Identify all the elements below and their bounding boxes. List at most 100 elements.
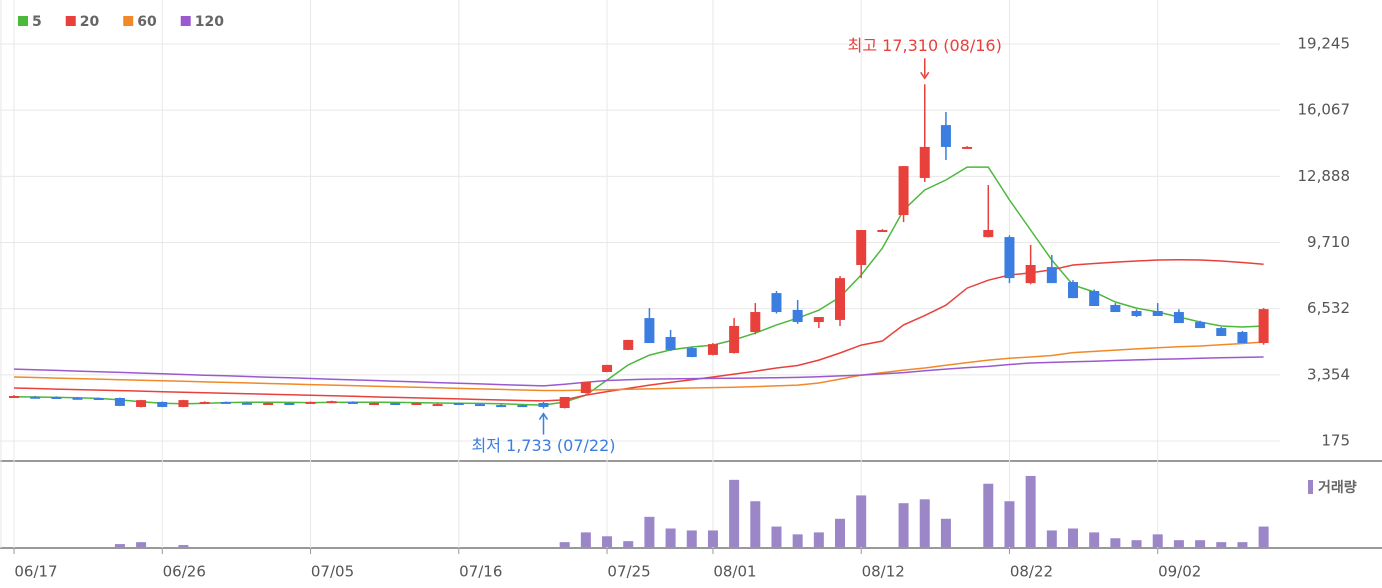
candle-body [474,404,485,407]
legend-swatch [180,16,191,26]
candle-body [347,401,358,404]
volume-bar [835,518,846,547]
candle-body [1004,237,1015,279]
candle-body [241,402,252,405]
x-tick-label: 07/16 [459,563,502,581]
volume-bar [729,479,740,547]
candle-body [284,403,295,406]
candle-body [940,125,951,147]
volume-bar [813,532,824,547]
candle-body [432,404,443,407]
candle-body [877,230,888,233]
volume-bar [1237,542,1248,547]
candle-body [220,401,231,404]
candle-body [856,230,867,265]
volume-bar [580,532,591,547]
candle-body [326,401,337,404]
y-tick-label: 16,067 [1298,101,1351,119]
x-tick-label: 06/17 [14,563,57,581]
volume-bar [623,541,634,547]
volume-bar [771,526,782,547]
candle-body [665,337,676,350]
volume-bar [1068,528,1078,547]
candle-body [898,166,909,216]
volume-bar [1131,540,1142,547]
candle-body [517,405,528,408]
candle-body [30,396,41,399]
candle-body [1237,332,1248,344]
volume-legend-swatch [1308,480,1313,494]
candle-body [983,230,994,238]
x-tick-label: 08/22 [1010,563,1053,581]
legend-label: 120 [195,14,224,30]
y-tick-label: 12,888 [1298,167,1351,185]
y-tick-label: 3,354 [1307,365,1350,383]
candle-body [1258,309,1269,344]
high-annotation: 최고 17,310 (08/16) [848,36,1002,55]
volume-bar [1004,501,1015,547]
volume-bar [559,542,570,547]
x-tick-label: 08/12 [862,563,905,581]
candle-body [411,403,422,406]
legend-swatch [18,16,28,26]
candle-body [962,146,973,149]
y-tick-label: 19,245 [1298,35,1351,53]
volume-bar [940,518,951,547]
candle-body [835,278,846,320]
volume-bar [1195,540,1206,547]
candle-body [157,401,168,407]
volume-bar [686,530,697,547]
candle-body [263,403,274,406]
volume-bar [114,544,125,547]
legend-swatch [123,16,134,26]
volume-bar [792,534,803,547]
candle-body [1068,282,1078,299]
candle-body [1152,310,1163,316]
candle-body [369,403,380,406]
candle-body [136,400,147,407]
volume-bar [665,528,676,547]
volume-bar [1152,534,1163,547]
y-tick-label: 6,532 [1307,299,1350,317]
volume-bar [1089,532,1100,547]
candle-body [1195,322,1206,329]
x-tick-label: 07/25 [607,563,650,581]
y-tick-label: 175 [1321,432,1350,450]
volume-bar [919,499,930,547]
candle-body [686,348,697,357]
candle-body [178,400,189,407]
candle-body [72,397,83,400]
volume-bar [644,516,655,547]
volume-bar [1046,530,1057,547]
volume-bar [602,536,613,547]
volume-bar [750,501,761,547]
candle-body [1025,264,1036,284]
candle-body [93,398,104,401]
y-tick-label: 9,710 [1307,233,1350,251]
high-arrowhead [920,71,930,80]
volume-bar [1173,540,1184,547]
x-tick-label: 08/01 [713,563,756,581]
candle-body [538,403,549,407]
candle-body [1046,267,1057,284]
legend-label: 60 [137,14,157,30]
volume-bar [707,530,718,547]
candle-body [729,325,740,354]
legend-label: 5 [32,14,42,30]
x-tick-label: 06/26 [163,563,206,581]
x-tick-label: 07/05 [311,563,354,581]
candle-body [623,339,634,350]
moving-average-line [13,341,1264,392]
volume-bar [856,495,867,547]
candle-body [1089,291,1100,306]
volume-bar [983,483,994,547]
candle-body [199,401,210,404]
volume-bar [898,503,909,547]
candle-body [1131,310,1142,316]
volume-bar [178,545,189,547]
volume-bar [1025,475,1036,547]
candle-body [305,401,316,404]
candle-body [1216,328,1227,336]
candle-body [580,381,591,394]
volume-bar [1258,526,1269,547]
